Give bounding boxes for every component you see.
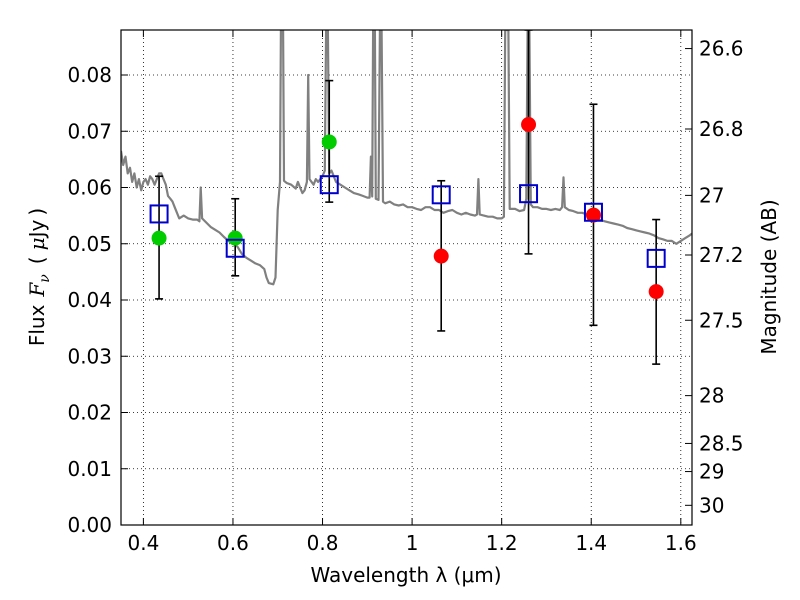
y-tick-label-3: 0.03 xyxy=(67,344,112,368)
x-tick-label-0: 0.4 xyxy=(127,531,159,555)
axes-layer xyxy=(120,29,693,526)
y-tick-label-5: 0.05 xyxy=(67,232,112,256)
y-tick-label-0: 0.00 xyxy=(67,513,112,537)
y-axis-label-mu: μ xyxy=(25,237,49,250)
y2-tick-label-0: 26.6 xyxy=(699,37,744,61)
point-0-1 xyxy=(227,230,243,246)
y2-axis-label: Magnitude (AB) xyxy=(757,199,781,354)
spectrum-line xyxy=(121,30,692,286)
errorbar-4 xyxy=(524,30,533,255)
y-tick-label-4: 0.04 xyxy=(67,288,112,312)
point-2-2 xyxy=(319,175,339,195)
y-tick-label-6: 0.06 xyxy=(67,176,112,200)
y2-tick-label-8: 30 xyxy=(699,493,724,517)
spectrum-layer xyxy=(121,30,692,286)
x-axis-label: Wavelength λ (μm) xyxy=(310,563,501,587)
x-tick-label-3: 1 xyxy=(406,531,419,555)
y-axis-label-units: Jy xyxy=(25,219,49,239)
x-tick-label-4: 1.2 xyxy=(486,531,518,555)
y-axis-label-subscript: ν xyxy=(37,274,53,283)
y-axis-label-symbol: F xyxy=(25,282,49,298)
point-1-1 xyxy=(521,117,537,132)
point-1-3 xyxy=(648,284,664,300)
point-0-2 xyxy=(321,134,337,150)
y-tick-label-7: 0.07 xyxy=(67,119,112,143)
y-axis-label: Flux Fν ( μJy) xyxy=(25,208,53,346)
y2-tick-label-4: 27.5 xyxy=(699,308,744,332)
x-tick-label-1: 0.6 xyxy=(217,531,249,555)
x-tick-label-5: 1.4 xyxy=(575,531,607,555)
point-2-3 xyxy=(431,185,451,205)
point-1-2 xyxy=(585,207,601,223)
y-axis-label-prefix: Flux xyxy=(25,304,49,346)
point-2-0 xyxy=(149,204,169,224)
y2-tick-label-2: 27 xyxy=(699,183,724,207)
point-2-4 xyxy=(519,184,539,204)
y2-tick-label-3: 27.2 xyxy=(699,243,744,267)
y2-tick-label-6: 28.5 xyxy=(699,431,744,455)
y-axis-label-close: ) xyxy=(25,208,49,216)
point-0-0 xyxy=(151,230,167,246)
y2-tick-label-1: 26.8 xyxy=(699,117,744,141)
y2-tick-label-7: 29 xyxy=(699,460,724,484)
errorbar-layer xyxy=(155,30,661,365)
y-tick-label-1: 0.01 xyxy=(67,457,112,481)
y-axis-label-open: ( xyxy=(25,256,49,264)
y-tick-label-8: 0.08 xyxy=(67,63,112,87)
x-tick-label-6: 1.6 xyxy=(665,531,697,555)
plot-frame xyxy=(120,29,693,526)
tick-layer: 0.4 0.6 0.8 1 1.2 1.4 1.6 0.00 0.01 0.02 0.03 0.04 0… xyxy=(67,30,744,555)
points-layer xyxy=(149,117,666,300)
point-2-6 xyxy=(646,248,666,268)
point-2-1 xyxy=(225,238,245,258)
point-2-5 xyxy=(583,202,603,222)
point-1-0 xyxy=(433,248,449,264)
y2-tick-label-5: 28 xyxy=(699,384,724,408)
x-tick-label-2: 0.8 xyxy=(307,531,339,555)
y-tick-label-2: 0.02 xyxy=(67,401,112,425)
gridlines xyxy=(121,30,692,526)
